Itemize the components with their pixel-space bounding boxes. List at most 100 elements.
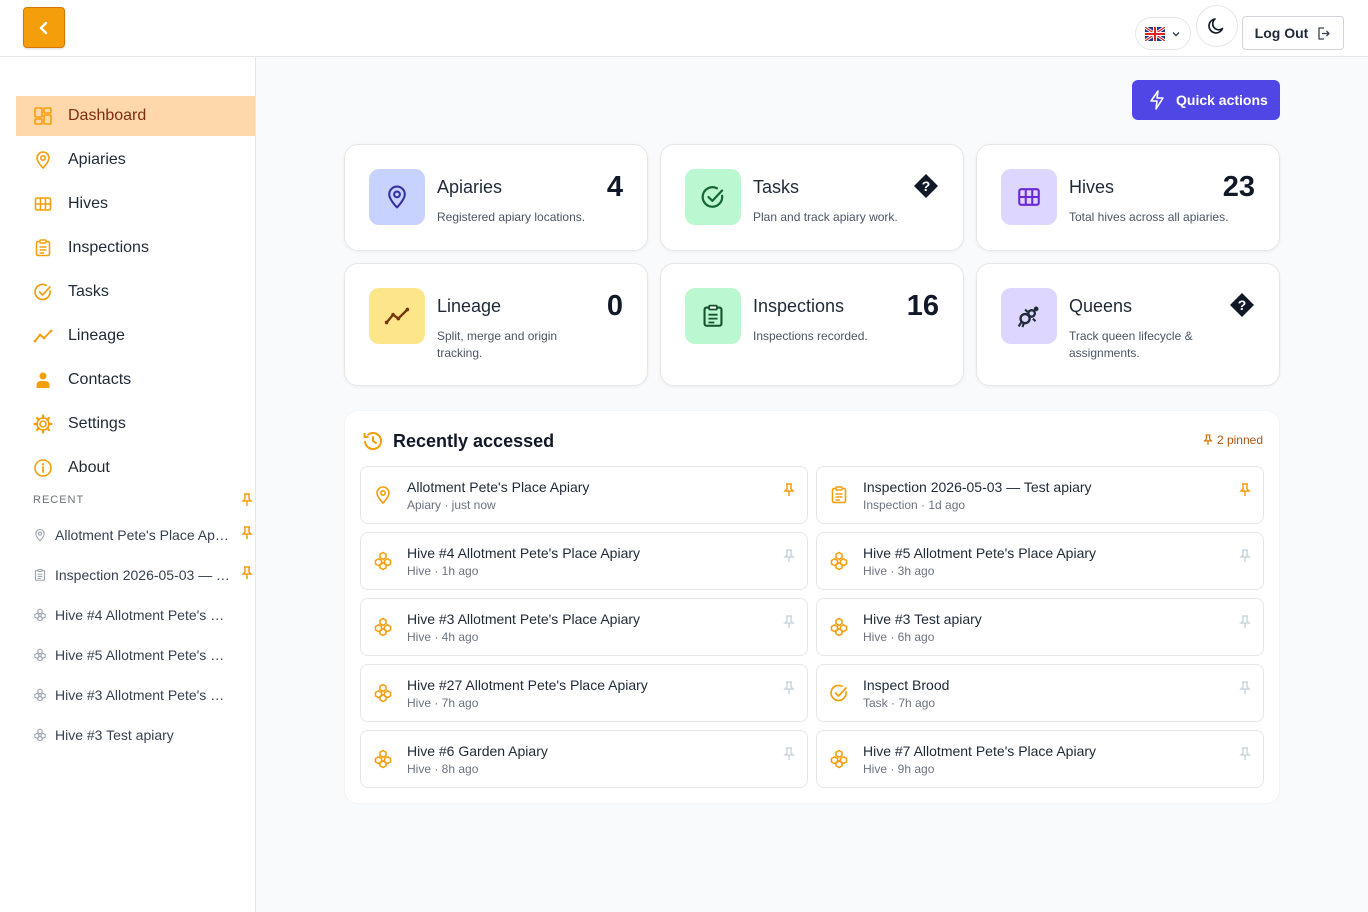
item-subtitle: Hive · 9h ago: [863, 762, 935, 776]
recent-item-label: Inspection 2026-05-03 — Test apiary: [55, 567, 230, 583]
item-title: Hive #3 Test apiary: [863, 611, 982, 627]
sidebar-item-inspections[interactable]: Inspections: [16, 228, 255, 268]
sidebar-item-label: Apiaries: [68, 151, 126, 168]
item-subtitle: Hive · 7h ago: [407, 696, 479, 710]
clipboard-icon: [33, 238, 53, 258]
sidebar-item-hives[interactable]: Hives: [16, 184, 255, 224]
sidebar-item-lineage[interactable]: Lineage: [16, 316, 255, 356]
sidebar-item-label: About: [68, 459, 110, 476]
queen-icon: [1001, 288, 1057, 344]
recent-access-item[interactable]: Hive #3 Allotment Pete's Place Apiary Hi…: [360, 598, 808, 656]
recent-access-item[interactable]: Hive #5 Allotment Pete's Place Apiary Hi…: [816, 532, 1264, 590]
sidebar-item-label: Hives: [68, 195, 109, 212]
recent-item[interactable]: Hive #3 Allotment Pete's Place Apiary: [33, 684, 255, 706]
sidebar-item-contacts[interactable]: Contacts: [16, 360, 255, 400]
pin-icon[interactable]: [241, 526, 253, 543]
recent-item[interactable]: Hive #3 Test apiary: [33, 724, 255, 746]
chevron-down-icon: [1172, 31, 1180, 36]
recent-access-item[interactable]: Hive #4 Allotment Pete's Place Apiary Hi…: [360, 532, 808, 590]
trend-icon: [369, 288, 425, 344]
pin-icon[interactable]: [1239, 615, 1251, 634]
pin-icon[interactable]: [241, 566, 253, 583]
stat-description: Inspections recorded.: [753, 329, 868, 343]
pin-icon[interactable]: [1239, 747, 1251, 766]
theme-toggle-button[interactable]: [1196, 5, 1238, 47]
unknown-value-icon: ?: [1229, 292, 1255, 323]
recent-item[interactable]: Allotment Pete's Place Apiary: [33, 524, 255, 546]
stat-card-apiaries[interactable]: Apiaries Registered apiary locations. 4: [344, 144, 648, 251]
logout-button[interactable]: Log Out: [1242, 16, 1344, 50]
info-icon: [33, 458, 53, 478]
recent-access-item[interactable]: Hive #3 Test apiary Hive · 6h ago: [816, 598, 1264, 656]
history-icon: [362, 430, 384, 457]
sidebar-item-label: Dashboard: [68, 107, 147, 124]
stat-card-tasks[interactable]: Tasks Plan and track apiary work.?: [660, 144, 964, 251]
stat-card-inspections[interactable]: Inspections Inspections recorded. 16: [660, 263, 964, 386]
item-subtitle: Apiary · just now: [407, 498, 496, 512]
stat-card-hives[interactable]: Hives Total hives across all apiaries. 23: [976, 144, 1280, 251]
trend-icon: [33, 326, 53, 346]
language-selector[interactable]: [1135, 17, 1191, 50]
recent-access-item[interactable]: Inspection 2026-05-03 — Test apiary Insp…: [816, 466, 1264, 524]
clipboard-icon: [33, 568, 47, 582]
pin-icon[interactable]: [1239, 681, 1251, 700]
uk-flag-icon: [1145, 26, 1165, 41]
item-title: Hive #4 Allotment Pete's Place Apiary: [407, 545, 641, 561]
recent-item[interactable]: Hive #4 Allotment Pete's Place Apiary: [33, 604, 255, 626]
recent-access-item[interactable]: Allotment Pete's Place Apiary Apiary · j…: [360, 466, 808, 524]
svg-text:?: ?: [1238, 297, 1247, 313]
pin-icon: [1203, 434, 1213, 445]
item-title: Hive #27 Allotment Pete's Place Apiary: [407, 677, 648, 693]
pin-icon[interactable]: [1239, 483, 1251, 502]
person-icon: [33, 370, 53, 390]
check-circle-icon: [685, 169, 741, 225]
sidebar-item-tasks[interactable]: Tasks: [16, 272, 255, 312]
quick-actions-label: Quick actions: [1176, 92, 1268, 108]
recent-access-item[interactable]: Hive #6 Garden Apiary Hive · 8h ago: [360, 730, 808, 788]
honeycomb-icon: [373, 617, 393, 637]
sidebar-item-about[interactable]: About: [16, 448, 255, 488]
pin-icon[interactable]: [783, 747, 795, 766]
logout-icon: [1318, 26, 1330, 40]
moon-icon: [1208, 18, 1224, 34]
stat-description: Registered apiary locations.: [437, 210, 586, 224]
map-pin-icon: [373, 485, 393, 505]
pin-icon[interactable]: [783, 681, 795, 700]
pin-icon[interactable]: [783, 483, 795, 502]
recent-access-item[interactable]: Inspect Brood Task · 7h ago: [816, 664, 1264, 722]
quick-actions-button[interactable]: Quick actions: [1132, 80, 1280, 120]
gear-icon: [33, 414, 53, 434]
sidebar: Dashboard Apiaries Hives Inspections Tasks Li…: [0, 57, 256, 912]
pin-icon[interactable]: [783, 549, 795, 568]
item-subtitle: Inspection · 1d ago: [863, 498, 966, 512]
svg-text:?: ?: [922, 178, 931, 194]
honeycomb-icon: [33, 648, 47, 662]
stat-card-queens[interactable]: Queens Track queen lifecycle & assignmen…: [976, 263, 1280, 386]
sidebar-item-apiaries[interactable]: Apiaries: [16, 140, 255, 180]
stat-description: Split, merge and origin tracking.: [437, 329, 558, 360]
stat-title: Inspections: [753, 296, 845, 316]
sidebar-item-label: Contacts: [68, 371, 132, 388]
sidebar-item-settings[interactable]: Settings: [16, 404, 255, 444]
honeycomb-icon: [373, 551, 393, 571]
item-title: Hive #7 Allotment Pete's Place Apiary: [863, 743, 1097, 759]
pin-icon[interactable]: [783, 615, 795, 634]
honeycomb-icon: [33, 688, 47, 702]
recent-access-item[interactable]: Hive #7 Allotment Pete's Place Apiary Hi…: [816, 730, 1264, 788]
stat-card-lineage[interactable]: Lineage Split, merge and origin tracking…: [344, 263, 648, 386]
clipboard-icon: [829, 485, 849, 505]
item-title: Hive #6 Garden Apiary: [407, 743, 548, 759]
honeycomb-icon: [33, 608, 47, 622]
back-button[interactable]: [23, 7, 65, 48]
honeycomb-icon: [829, 551, 849, 571]
stat-description: Track queen lifecycle & assignments.: [1069, 329, 1193, 360]
item-title: Hive #3 Allotment Pete's Place Apiary: [407, 611, 641, 627]
sidebar-item-dashboard[interactable]: Dashboard: [16, 96, 255, 136]
pin-icon[interactable]: [1239, 549, 1251, 568]
recent-section-label: RECENT: [33, 494, 85, 506]
sidebar-item-label: Inspections: [68, 239, 149, 256]
stat-title: Queens: [1069, 296, 1133, 316]
recent-item[interactable]: Hive #5 Allotment Pete's Place Apiary: [33, 644, 255, 666]
recent-item[interactable]: Inspection 2026-05-03 — Test apiary: [33, 564, 255, 586]
recent-access-item[interactable]: Hive #27 Allotment Pete's Place Apiary H…: [360, 664, 808, 722]
